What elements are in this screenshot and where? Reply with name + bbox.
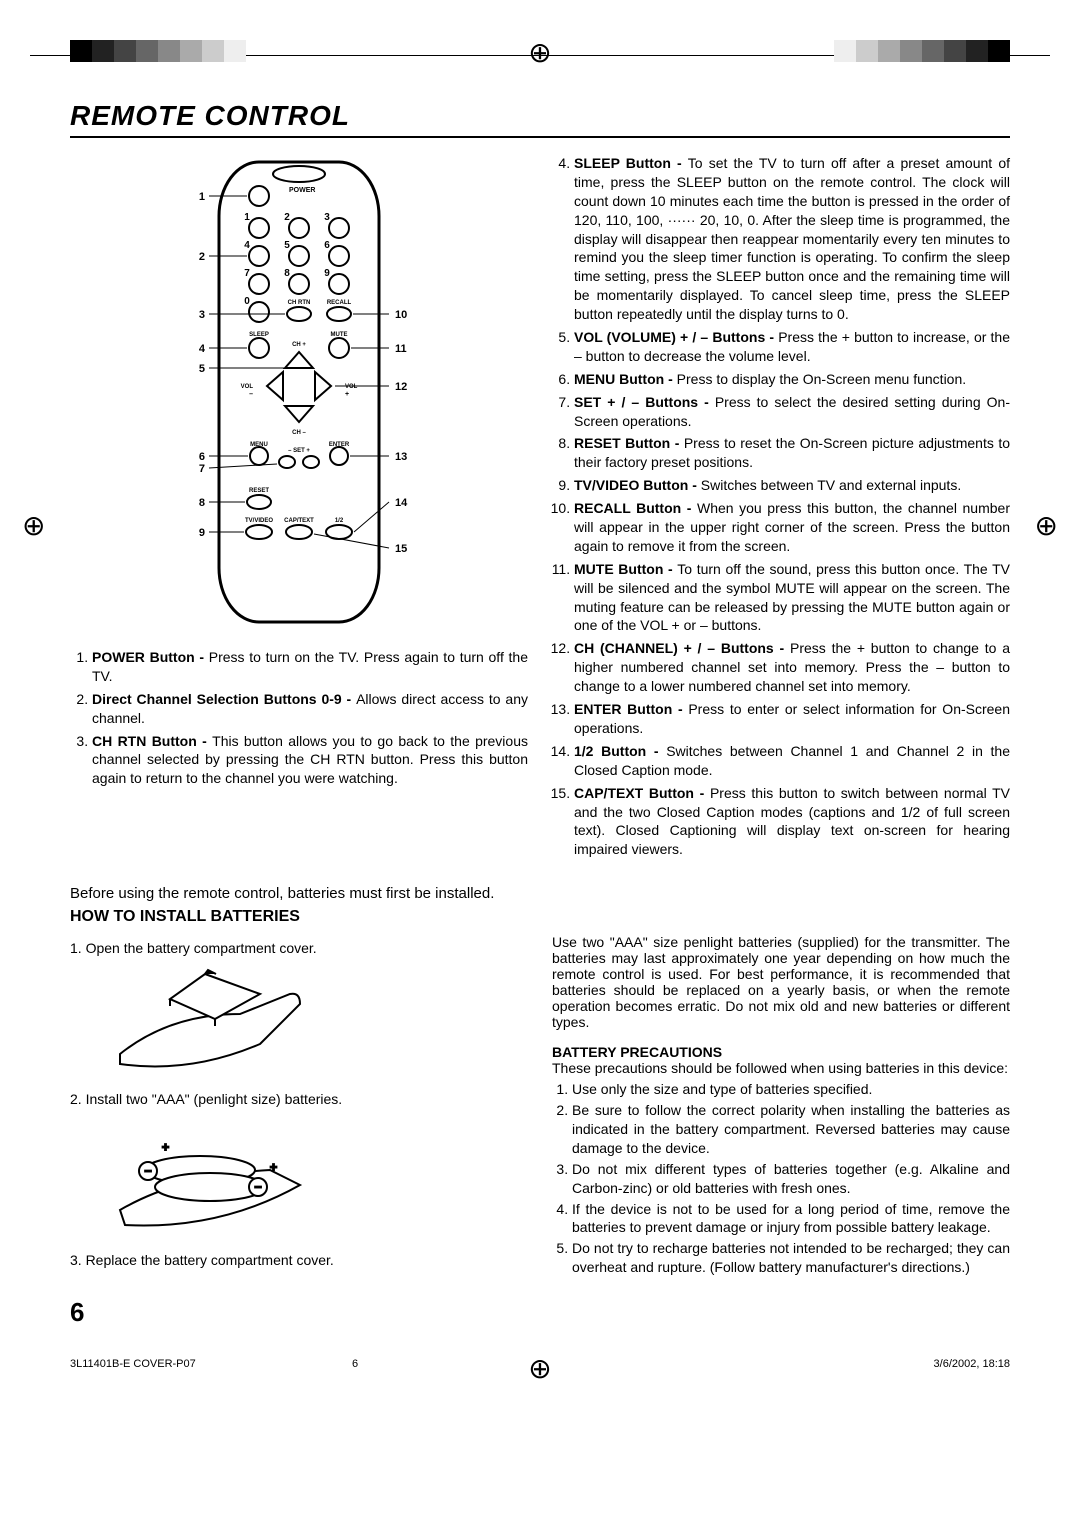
precautions-intro: These precautions should be followed whe… (552, 1060, 1010, 1076)
crop-marks-top: ⊕ (70, 40, 1010, 70)
svg-text:CAP/TEXT: CAP/TEXT (284, 518, 314, 524)
svg-text:VOL: VOL (241, 384, 254, 390)
svg-text:+: + (162, 1140, 169, 1154)
svg-text:6: 6 (324, 240, 330, 251)
list-item: CH RTN Button - This button allows you t… (92, 732, 528, 789)
list-item: SET + / – Buttons - Press to select the … (574, 393, 1010, 431)
svg-text:POWER: POWER (289, 187, 315, 194)
svg-text:7: 7 (244, 268, 250, 279)
footer-left: 3L11401B-E COVER-P07 (70, 1358, 196, 1370)
list-item: RESET Button - Press to reset the On-Scr… (574, 434, 1010, 472)
list-item: POWER Button - Press to turn on the TV. … (92, 648, 528, 686)
svg-text:5: 5 (284, 240, 290, 251)
svg-text:5: 5 (199, 363, 205, 375)
list-item: Use only the size and type of batteries … (572, 1080, 1010, 1099)
button-list-left: POWER Button - Press to turn on the TV. … (70, 648, 528, 788)
how-to-title: HOW TO INSTALL BATTERIES (70, 908, 1010, 926)
list-item: CH (CHANNEL) + / – Buttons - Press the +… (574, 639, 1010, 696)
list-item: If the device is not to be used for a lo… (572, 1200, 1010, 1238)
svg-text:3: 3 (324, 212, 330, 223)
list-item: Do not try to recharge batteries not int… (572, 1239, 1010, 1277)
svg-text:14: 14 (395, 497, 408, 509)
svg-text:11: 11 (395, 343, 407, 355)
svg-text:RESET: RESET (249, 488, 269, 494)
svg-text:−: − (254, 1180, 261, 1194)
svg-text:15: 15 (395, 543, 407, 555)
title-rule (70, 136, 1010, 138)
list-item: ENTER Button - Press to enter or select … (574, 700, 1010, 738)
svg-text:+: + (345, 391, 349, 398)
page-number: 6 (70, 1297, 1010, 1328)
list-item: Direct Channel Selection Buttons 0-9 - A… (92, 690, 528, 728)
svg-text:1: 1 (199, 191, 205, 203)
battery-step-2: 2. Install two "AAA" (penlight size) bat… (70, 1091, 528, 1107)
register-mark-icon: ⊕ (22, 509, 45, 542)
footer: 3L11401B-E COVER-P07 6 ⊕ 3/6/2002, 18:18 (70, 1358, 1010, 1370)
svg-text:9: 9 (324, 268, 330, 279)
svg-text:4: 4 (244, 240, 250, 251)
svg-text:TV/VIDEO: TV/VIDEO (245, 518, 273, 524)
list-item: CAP/TEXT Button - Press this button to s… (574, 784, 1010, 860)
svg-text:1: 1 (244, 212, 250, 223)
register-mark-icon: ⊕ (528, 36, 551, 69)
svg-text:2: 2 (284, 212, 290, 223)
battery-step-3: 3. Replace the battery compartment cover… (70, 1252, 528, 1268)
svg-text:13: 13 (395, 451, 407, 463)
svg-text:3: 3 (199, 309, 205, 321)
svg-text:CH –: CH – (292, 430, 306, 436)
intro-text: Before using the remote control, batteri… (70, 885, 1010, 902)
svg-text:RECALL: RECALL (327, 300, 352, 306)
precautions-list: Use only the size and type of batteries … (552, 1080, 1010, 1277)
svg-text:–: – (249, 391, 253, 398)
svg-text:CH +: CH + (292, 342, 306, 348)
list-item: Do not mix different types of batteries … (572, 1160, 1010, 1198)
register-mark-icon: ⊕ (528, 1352, 551, 1385)
svg-text:−: − (144, 1164, 151, 1178)
battery-figure-2: − − + + (110, 1115, 528, 1238)
register-mark-icon: ⊕ (1035, 509, 1058, 542)
list-item: VOL (VOLUME) + / – Buttons - Press the +… (574, 328, 1010, 366)
list-item: MUTE Button - To turn off the sound, pre… (574, 560, 1010, 636)
svg-text:8: 8 (284, 268, 290, 279)
svg-text:10: 10 (395, 309, 407, 321)
svg-text:4: 4 (199, 343, 206, 355)
list-item: Be sure to follow the correct polarity w… (572, 1101, 1010, 1158)
button-list-right: SLEEP Button - To set the TV to turn off… (552, 154, 1010, 859)
svg-text:2: 2 (199, 251, 205, 263)
battery-step-1: 1. Open the battery compartment cover. (70, 940, 528, 956)
svg-text:8: 8 (199, 497, 205, 509)
battery-figure-1 (110, 964, 528, 1077)
svg-text:9: 9 (199, 527, 205, 539)
list-item: TV/VIDEO Button - Switches between TV an… (574, 476, 1010, 495)
svg-text:12: 12 (395, 381, 407, 393)
list-item: 1/2 Button - Switches between Channel 1 … (574, 742, 1010, 780)
page-title: REMOTE CONTROL (70, 100, 1010, 132)
battery-info: Use two "AAA" size penlight batteries (s… (552, 934, 1010, 1030)
svg-text:– SET +: – SET + (288, 448, 310, 454)
list-item: MENU Button - Press to display the On-Sc… (574, 370, 1010, 389)
svg-text:1/2: 1/2 (335, 518, 344, 524)
footer-right: 3/6/2002, 18:18 (934, 1358, 1010, 1370)
svg-text:0: 0 (244, 296, 250, 307)
svg-text:+: + (270, 1160, 277, 1174)
footer-center: 6 (352, 1358, 358, 1370)
remote-diagram: POWER 123 456 789 0 CH RTN RECALL (70, 154, 528, 634)
svg-text:6: 6 (199, 451, 205, 463)
precautions-title: BATTERY PRECAUTIONS (552, 1044, 1010, 1060)
svg-text:VOL: VOL (345, 384, 358, 390)
list-item: SLEEP Button - To set the TV to turn off… (574, 154, 1010, 324)
svg-text:CH RTN: CH RTN (288, 300, 311, 306)
svg-text:7: 7 (199, 463, 205, 475)
list-item: RECALL Button - When you press this butt… (574, 499, 1010, 556)
